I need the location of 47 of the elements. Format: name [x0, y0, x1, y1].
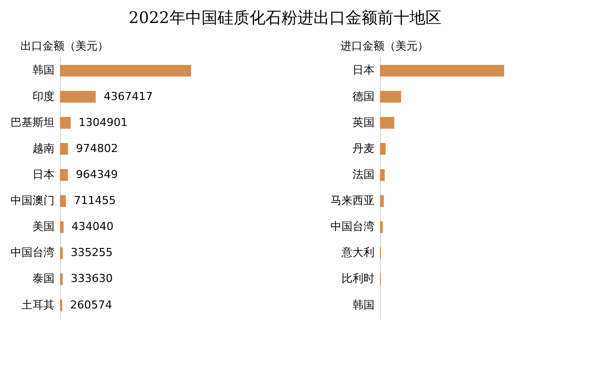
y-tick-label: 韩国 — [352, 298, 374, 312]
x-axis-title: 出口金额（美元） — [20, 40, 108, 52]
bar — [60, 143, 68, 155]
y-tick-label: 日本 — [32, 168, 54, 181]
data-label: 260574 — [70, 298, 112, 312]
y-tick-label: 印度 — [32, 90, 54, 103]
bar — [60, 116, 71, 129]
y-tick-label: 意大利 — [340, 246, 374, 260]
bar — [60, 64, 192, 77]
y-tick-label: 中国澳门 — [10, 194, 54, 208]
data-label: 434040 — [72, 220, 114, 234]
data-label: 4367417 — [104, 90, 153, 103]
bar — [380, 64, 504, 77]
bar — [380, 116, 394, 129]
y-tick-label: 泰国 — [32, 272, 54, 286]
bar — [380, 90, 402, 103]
y-tick-label: 英国 — [352, 116, 374, 129]
data-label: 711455 — [74, 194, 116, 208]
bar — [60, 221, 64, 233]
data-label: 974802 — [76, 142, 118, 155]
text: 2022年中国硅质化石粉进出口金额前十地区 — [128, 8, 442, 27]
data-label: 1304901 — [78, 116, 128, 129]
y-tick-label: 日本 — [352, 64, 374, 77]
y-tick-label: 法国 — [352, 168, 374, 181]
y-tick-label: 美国 — [32, 220, 54, 234]
y-tick-label: 越南 — [32, 142, 54, 155]
y-tick-label: 中国台湾 — [330, 220, 374, 234]
y-tick-label: 中国台湾 — [10, 246, 54, 260]
y-tick-label: 丹麦 — [352, 142, 374, 155]
y-tick-label: 巴基斯坦 — [10, 116, 54, 129]
data-label: 964349 — [76, 168, 118, 181]
bar — [380, 195, 384, 207]
data-label: 333630 — [70, 272, 113, 286]
x-axis-title: 进口金额（美元） — [340, 40, 428, 52]
y-tick-label: 韩国 — [32, 64, 54, 77]
bar — [60, 169, 68, 181]
data-label: 335255 — [70, 246, 113, 260]
y-tick-label: 马来西亚 — [330, 194, 374, 208]
bar — [380, 169, 385, 181]
y-tick-label: 德国 — [352, 90, 374, 103]
y-tick-label: 比利时 — [342, 272, 374, 286]
bar — [60, 273, 63, 286]
bar — [60, 195, 66, 207]
bar — [380, 143, 386, 155]
bar — [380, 221, 383, 233]
y-tick-label: 土耳其 — [22, 298, 54, 312]
bar — [60, 90, 96, 103]
